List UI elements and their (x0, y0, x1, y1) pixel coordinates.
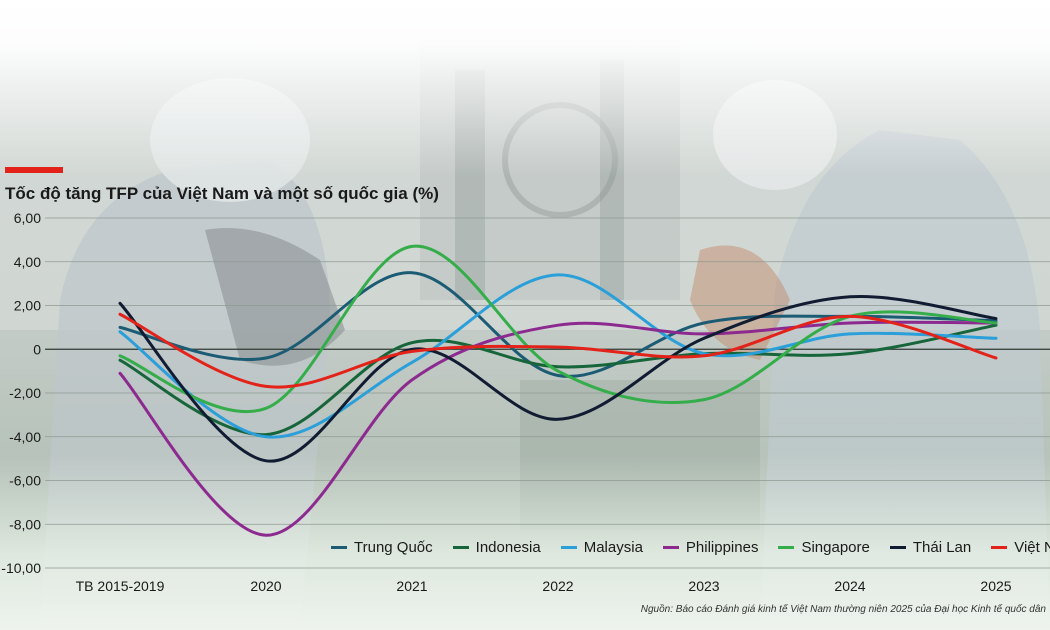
legend-label: Malaysia (583, 538, 643, 556)
x-tick-label: TB 2015-2019 (76, 578, 165, 594)
legend-swatch (331, 545, 347, 549)
legend-item: Thái Lan (889, 538, 972, 556)
legend-swatch (778, 545, 795, 549)
chart-legend: Trung Quốc Indonesia Malaysia Philippines Si… (331, 537, 1050, 557)
legend-swatch (452, 545, 469, 549)
y-tick-label: -10,00 (1, 560, 41, 576)
series-line-malaysia (118, 273, 998, 439)
legend-label: Singapore (801, 538, 870, 556)
legend-item: Singapore (778, 538, 870, 556)
gridlines (45, 217, 1050, 569)
legend-item: Malaysia (560, 538, 643, 556)
y-tick-label: 6,00 (14, 210, 41, 226)
title-accent-bar (5, 167, 63, 173)
x-tick-label: 2024 (834, 578, 865, 594)
legend-item: Trung Quốc (331, 539, 433, 556)
y-tick-label: -4,00 (9, 429, 41, 445)
source-note: Nguồn: Báo cáo Đánh giá kinh tế Việt Nam… (640, 604, 1046, 615)
y-tick-label: 4,00 (14, 254, 41, 270)
series-line-viet-nam (118, 312, 998, 389)
y-axis-ticks: 6,00 4,00 2,00 0 -2,00 -4,00 -6,00 -8,00 -10,00 (1, 210, 41, 576)
legend-label: Philippines (685, 538, 759, 556)
x-tick-label: 2023 (688, 578, 719, 594)
legend-label: Indonesia (475, 538, 541, 556)
legend-item: Việt Nam (991, 539, 1050, 556)
x-axis-ticks: TB 2015-2019 2020 2021 2022 2023 2024 2025 (76, 578, 1012, 594)
x-tick-label: 2022 (542, 578, 573, 594)
series-line-singapore (118, 244, 998, 414)
y-tick-label: 0 (33, 341, 41, 357)
series-line-thai-lan (118, 294, 998, 463)
x-tick-label: 2020 (250, 578, 281, 594)
legend-swatch (889, 545, 906, 549)
legend-swatch (662, 545, 679, 549)
legend-label: Trung Quốc (354, 538, 433, 556)
series-line-indonesia (118, 323, 998, 437)
y-tick-label: -8,00 (9, 516, 41, 532)
x-tick-label: 2025 (980, 578, 1011, 594)
legend-swatch (991, 545, 1008, 549)
legend-item: Indonesia (452, 538, 541, 556)
legend-label: Việt Nam (1014, 538, 1050, 556)
chart-title: Tốc độ tăng TFP của Việt Nam và một số q… (5, 184, 439, 203)
y-tick-label: -6,00 (9, 473, 41, 489)
x-tick-label: 2021 (396, 578, 427, 594)
y-tick-label: -2,00 (9, 385, 41, 401)
legend-item: Philippines (662, 538, 759, 556)
series-lines (118, 244, 998, 537)
legend-label: Thái Lan (912, 538, 972, 556)
series-line-philippines (118, 320, 998, 537)
y-tick-label: 2,00 (14, 298, 41, 314)
legend-swatch (560, 545, 577, 549)
